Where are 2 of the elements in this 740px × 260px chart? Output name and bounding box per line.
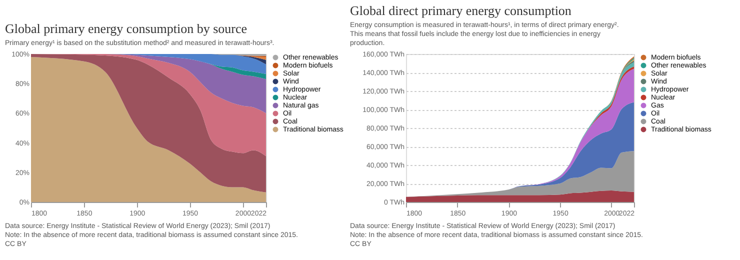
chart-title: Global direct primary energy consumption <box>350 3 572 18</box>
chart-title: Global primary energy consumption by source <box>5 21 248 36</box>
